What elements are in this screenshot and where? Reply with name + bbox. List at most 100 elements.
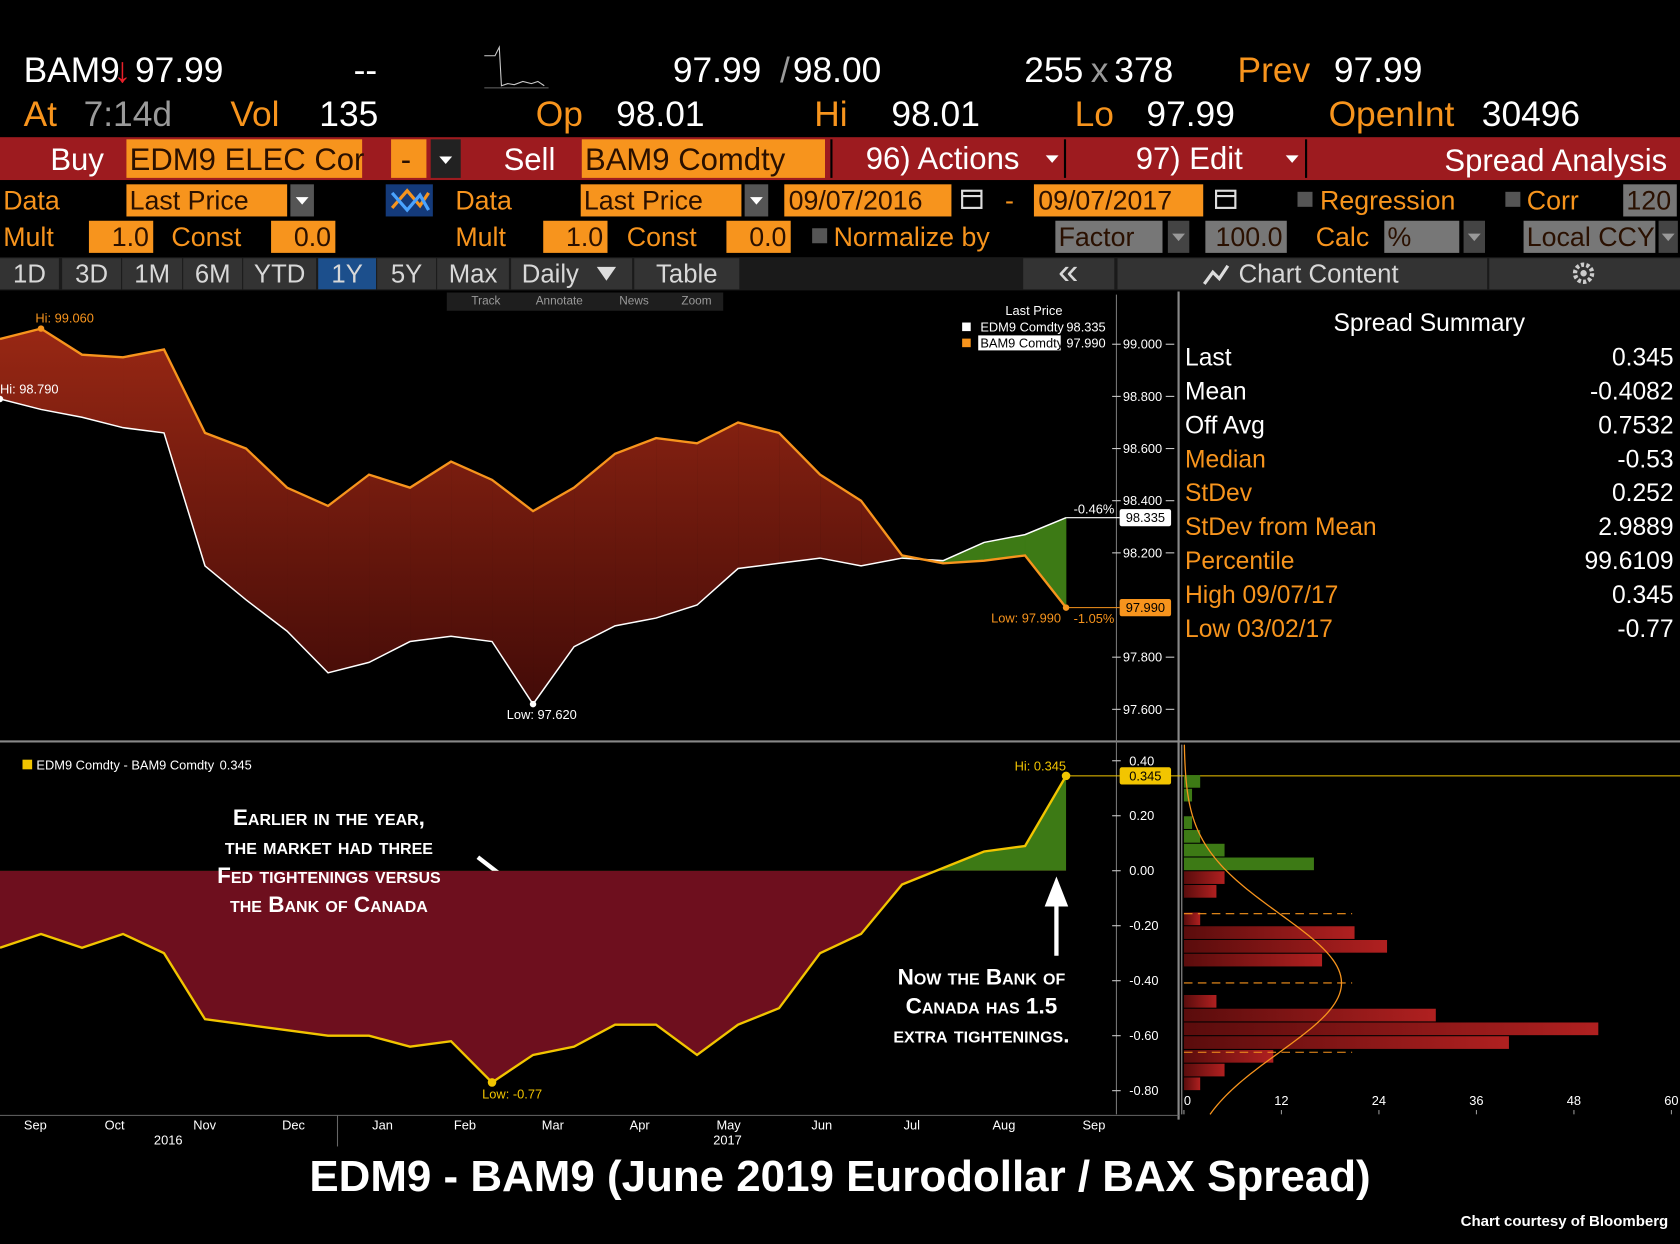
field-text: 1.0 <box>566 222 603 252</box>
last-value-label: 97.990 <box>1126 600 1165 615</box>
callout-text: Now the Bank of <box>898 965 1066 990</box>
x-tick-label: May <box>716 1118 741 1133</box>
histogram-bar <box>1183 953 1323 967</box>
tab[interactable] <box>243 258 317 290</box>
tab[interactable] <box>511 258 633 290</box>
field[interactable] <box>543 220 608 253</box>
checkbox[interactable] <box>812 228 828 244</box>
tab[interactable] <box>377 258 437 290</box>
spread-fill <box>205 432 247 600</box>
field[interactable] <box>1055 220 1163 253</box>
sell-field[interactable] <box>581 139 825 178</box>
y-tick-label: -0.60 <box>1129 1028 1158 1043</box>
summary-value: -0.53 <box>1617 446 1673 473</box>
header-text: 97.99 <box>135 51 223 90</box>
spread-fill <box>492 479 534 705</box>
x-tick-label: Sep <box>1082 1118 1105 1133</box>
tab[interactable] <box>634 258 740 290</box>
swap-bg[interactable] <box>385 184 433 217</box>
menu-button[interactable]: 97) Edit <box>1136 141 1243 176</box>
gear[interactable] <box>1572 262 1595 284</box>
tab[interactable] <box>0 258 59 290</box>
menu-button[interactable]: 96) Actions <box>866 141 1020 176</box>
tool-button[interactable]: Track <box>471 295 500 308</box>
checkbox[interactable] <box>1505 191 1521 207</box>
date-field[interactable] <box>1033 184 1204 217</box>
label: Corr <box>1527 185 1579 215</box>
header-text: / <box>780 51 790 90</box>
tool-button[interactable]: Zoom <box>681 295 711 308</box>
label: Calc <box>1316 222 1370 252</box>
field-text: Last Price <box>130 185 249 215</box>
tab[interactable] <box>183 258 243 290</box>
summary-label: Percentile <box>1185 548 1295 575</box>
x-tick-label: 60 <box>1664 1093 1678 1108</box>
header-text: 30496 <box>1482 95 1580 134</box>
summary-value: -0.77 <box>1617 616 1673 643</box>
summary-label: Last <box>1185 344 1232 371</box>
summary-label: StDev from Mean <box>1185 514 1377 541</box>
field-text: 0.0 <box>749 222 786 252</box>
field-text: Factor <box>1059 222 1135 252</box>
histogram-bar <box>1183 1022 1599 1036</box>
divider <box>1305 139 1308 178</box>
field[interactable] <box>726 220 791 253</box>
field[interactable] <box>271 220 336 253</box>
histogram-bar <box>1183 994 1217 1008</box>
histogram-bar <box>1183 885 1217 898</box>
collapse-button[interactable] <box>1023 258 1115 290</box>
chart-content-button[interactable] <box>1117 258 1488 290</box>
x-tick-label: 12 <box>1274 1093 1288 1108</box>
tool-button[interactable]: Annotate <box>536 295 584 308</box>
buy-field[interactable] <box>126 139 363 178</box>
label: Const <box>171 222 241 252</box>
label: Const <box>627 222 697 252</box>
field[interactable] <box>126 184 288 217</box>
spread-fill <box>164 349 206 566</box>
histogram-bar <box>1183 1077 1201 1091</box>
field[interactable] <box>1623 184 1677 217</box>
calendar[interactable] <box>1215 189 1237 209</box>
tab[interactable] <box>122 258 183 290</box>
gear-icon[interactable] <box>1572 262 1595 284</box>
dropdown-arrow <box>1285 155 1299 163</box>
summary-value: 0.7532 <box>1598 412 1673 439</box>
y-tick-label: 98.600 <box>1123 441 1162 456</box>
field[interactable] <box>580 184 742 217</box>
calendar-icon[interactable] <box>961 189 983 209</box>
checkbox[interactable] <box>1297 191 1313 207</box>
header-text: BAM9 <box>24 51 120 90</box>
histogram-bar <box>1183 1063 1225 1077</box>
x-tick-label: 0 <box>1184 1093 1191 1108</box>
legend-swatch <box>962 338 971 348</box>
tool-button[interactable]: News <box>619 295 649 308</box>
dash-field[interactable] <box>391 139 427 178</box>
callout-text: the Bank of Canada <box>230 892 428 917</box>
field-text: 09/07/2016 <box>789 185 923 215</box>
tab[interactable] <box>318 258 377 290</box>
field[interactable] <box>1384 220 1460 253</box>
y-tick-label: -0.80 <box>1129 1083 1158 1098</box>
x-tick-label: Nov <box>193 1118 216 1133</box>
swap-icon[interactable] <box>385 184 433 217</box>
tab[interactable] <box>62 258 122 290</box>
date-field[interactable] <box>784 184 952 217</box>
legend-value: 0.345 <box>220 758 252 773</box>
annotation: Hi: 98.790 <box>0 381 59 396</box>
field[interactable] <box>1523 220 1656 253</box>
calendar-icon[interactable] <box>1215 189 1237 209</box>
extreme-dot <box>1062 604 1070 611</box>
calendar[interactable] <box>961 189 983 209</box>
price-line <box>0 327 1067 609</box>
field[interactable] <box>88 220 154 253</box>
annotation: Low: -0.77 <box>482 1086 542 1101</box>
field[interactable] <box>1205 220 1287 253</box>
x-tick-label: Dec <box>282 1118 305 1133</box>
dropdown-arrow <box>596 266 617 281</box>
tab[interactable] <box>437 258 509 290</box>
change-label: -0.46% <box>1074 502 1115 517</box>
legend-label: EDM9 Comdty <box>980 319 1064 334</box>
tab-label: 3D <box>75 260 108 288</box>
